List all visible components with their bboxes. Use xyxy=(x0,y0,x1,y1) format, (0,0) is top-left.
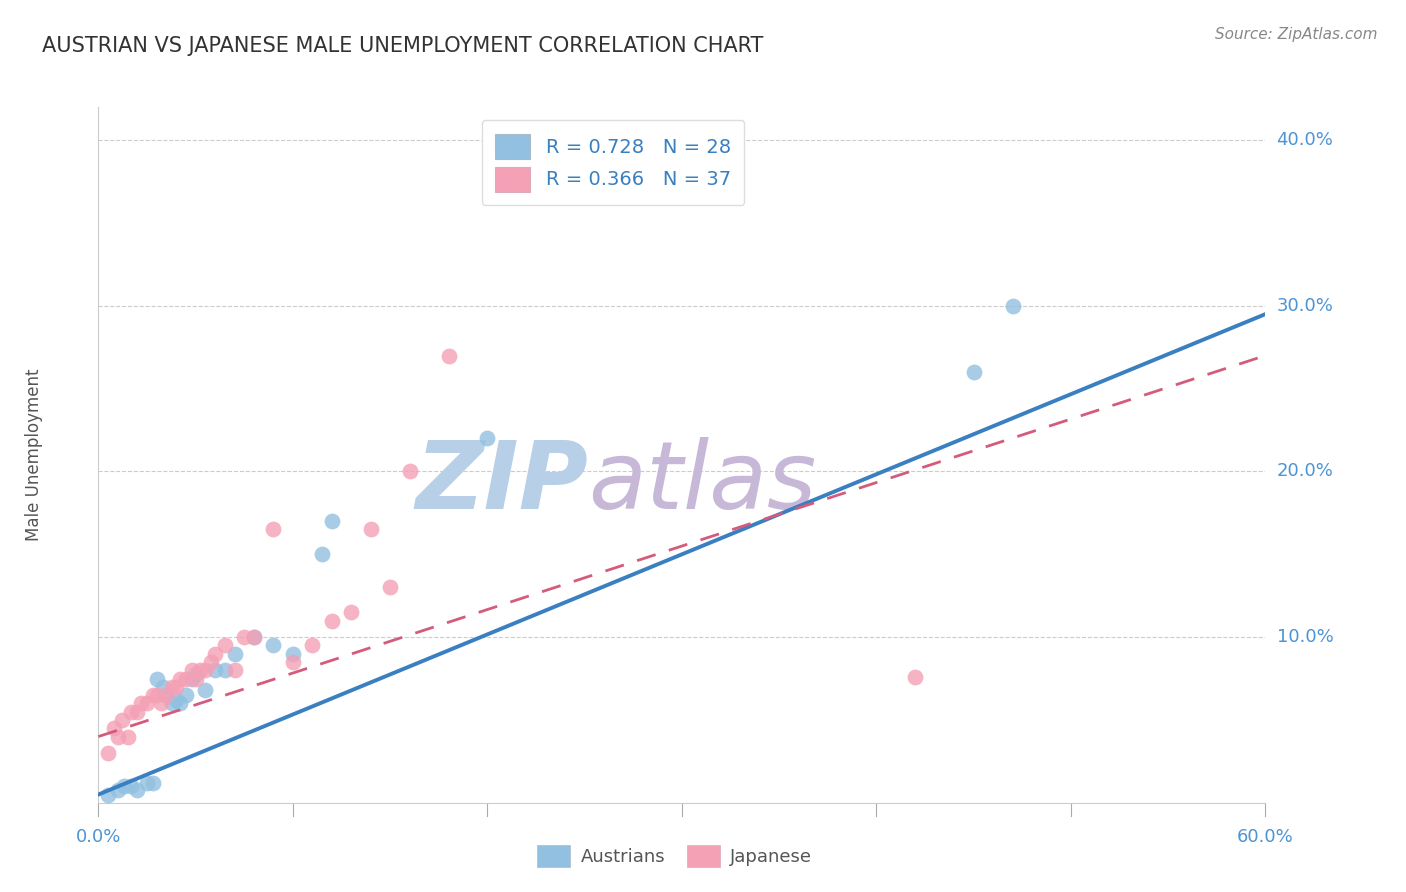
Point xyxy=(281,647,304,661)
Point xyxy=(1001,299,1024,313)
Point xyxy=(281,655,304,669)
Text: Male Unemployment: Male Unemployment xyxy=(25,368,44,541)
Point xyxy=(174,688,197,702)
Point xyxy=(962,365,984,379)
Text: 20.0%: 20.0% xyxy=(1277,462,1333,481)
Text: ZIP: ZIP xyxy=(416,437,589,529)
Point xyxy=(129,697,152,711)
Point xyxy=(321,614,343,628)
Point xyxy=(103,721,125,735)
Text: 40.0%: 40.0% xyxy=(1277,131,1333,149)
Point xyxy=(311,547,333,561)
Text: 60.0%: 60.0% xyxy=(1237,828,1294,846)
Point xyxy=(200,655,222,669)
Point xyxy=(112,779,135,793)
Point xyxy=(117,730,139,744)
Point xyxy=(174,672,197,686)
Point xyxy=(146,672,169,686)
Point xyxy=(243,630,266,644)
Point xyxy=(477,431,499,445)
Point xyxy=(169,672,191,686)
Point xyxy=(165,693,187,707)
Point xyxy=(437,349,460,363)
Point xyxy=(378,581,402,595)
Point xyxy=(188,663,211,677)
Point xyxy=(184,666,207,681)
Point xyxy=(321,514,343,528)
Point xyxy=(162,680,184,694)
Point xyxy=(97,788,120,802)
Point xyxy=(214,639,236,653)
Point xyxy=(194,683,217,698)
Point xyxy=(136,697,159,711)
Point xyxy=(243,630,266,644)
Text: Source: ZipAtlas.com: Source: ZipAtlas.com xyxy=(1215,27,1378,42)
Point xyxy=(169,697,191,711)
Text: atlas: atlas xyxy=(589,437,817,528)
Point xyxy=(233,630,256,644)
Point xyxy=(204,663,226,677)
Point xyxy=(398,465,420,479)
Point xyxy=(262,639,284,653)
Point xyxy=(340,605,363,619)
Point xyxy=(155,688,177,702)
Legend: Austrians, Japanese: Austrians, Japanese xyxy=(530,838,820,874)
Point xyxy=(162,697,184,711)
Point xyxy=(224,663,246,677)
Point xyxy=(121,705,143,719)
Point xyxy=(149,697,172,711)
Point xyxy=(180,663,202,677)
Point xyxy=(180,672,202,686)
Point xyxy=(136,776,159,790)
Point xyxy=(224,647,246,661)
Text: 10.0%: 10.0% xyxy=(1277,628,1333,646)
Legend: R = 0.728   N = 28, R = 0.366   N = 37: R = 0.728 N = 28, R = 0.366 N = 37 xyxy=(482,120,745,205)
Point xyxy=(97,746,120,760)
Point xyxy=(121,779,143,793)
Point xyxy=(142,688,165,702)
Point xyxy=(204,647,226,661)
Point xyxy=(360,523,382,537)
Text: 0.0%: 0.0% xyxy=(76,828,121,846)
Text: 30.0%: 30.0% xyxy=(1277,297,1333,315)
Point xyxy=(155,688,177,702)
Point xyxy=(904,670,927,684)
Point xyxy=(111,713,134,727)
Point xyxy=(262,523,284,537)
Point xyxy=(184,672,207,686)
Point xyxy=(107,782,129,797)
Text: AUSTRIAN VS JAPANESE MALE UNEMPLOYMENT CORRELATION CHART: AUSTRIAN VS JAPANESE MALE UNEMPLOYMENT C… xyxy=(42,36,763,55)
Point xyxy=(107,730,129,744)
Point xyxy=(165,680,187,694)
Point xyxy=(142,776,165,790)
Point xyxy=(146,688,169,702)
Point xyxy=(301,639,323,653)
Point xyxy=(127,705,149,719)
Point xyxy=(194,663,217,677)
Point xyxy=(152,680,174,694)
Point xyxy=(214,663,236,677)
Point xyxy=(127,782,149,797)
